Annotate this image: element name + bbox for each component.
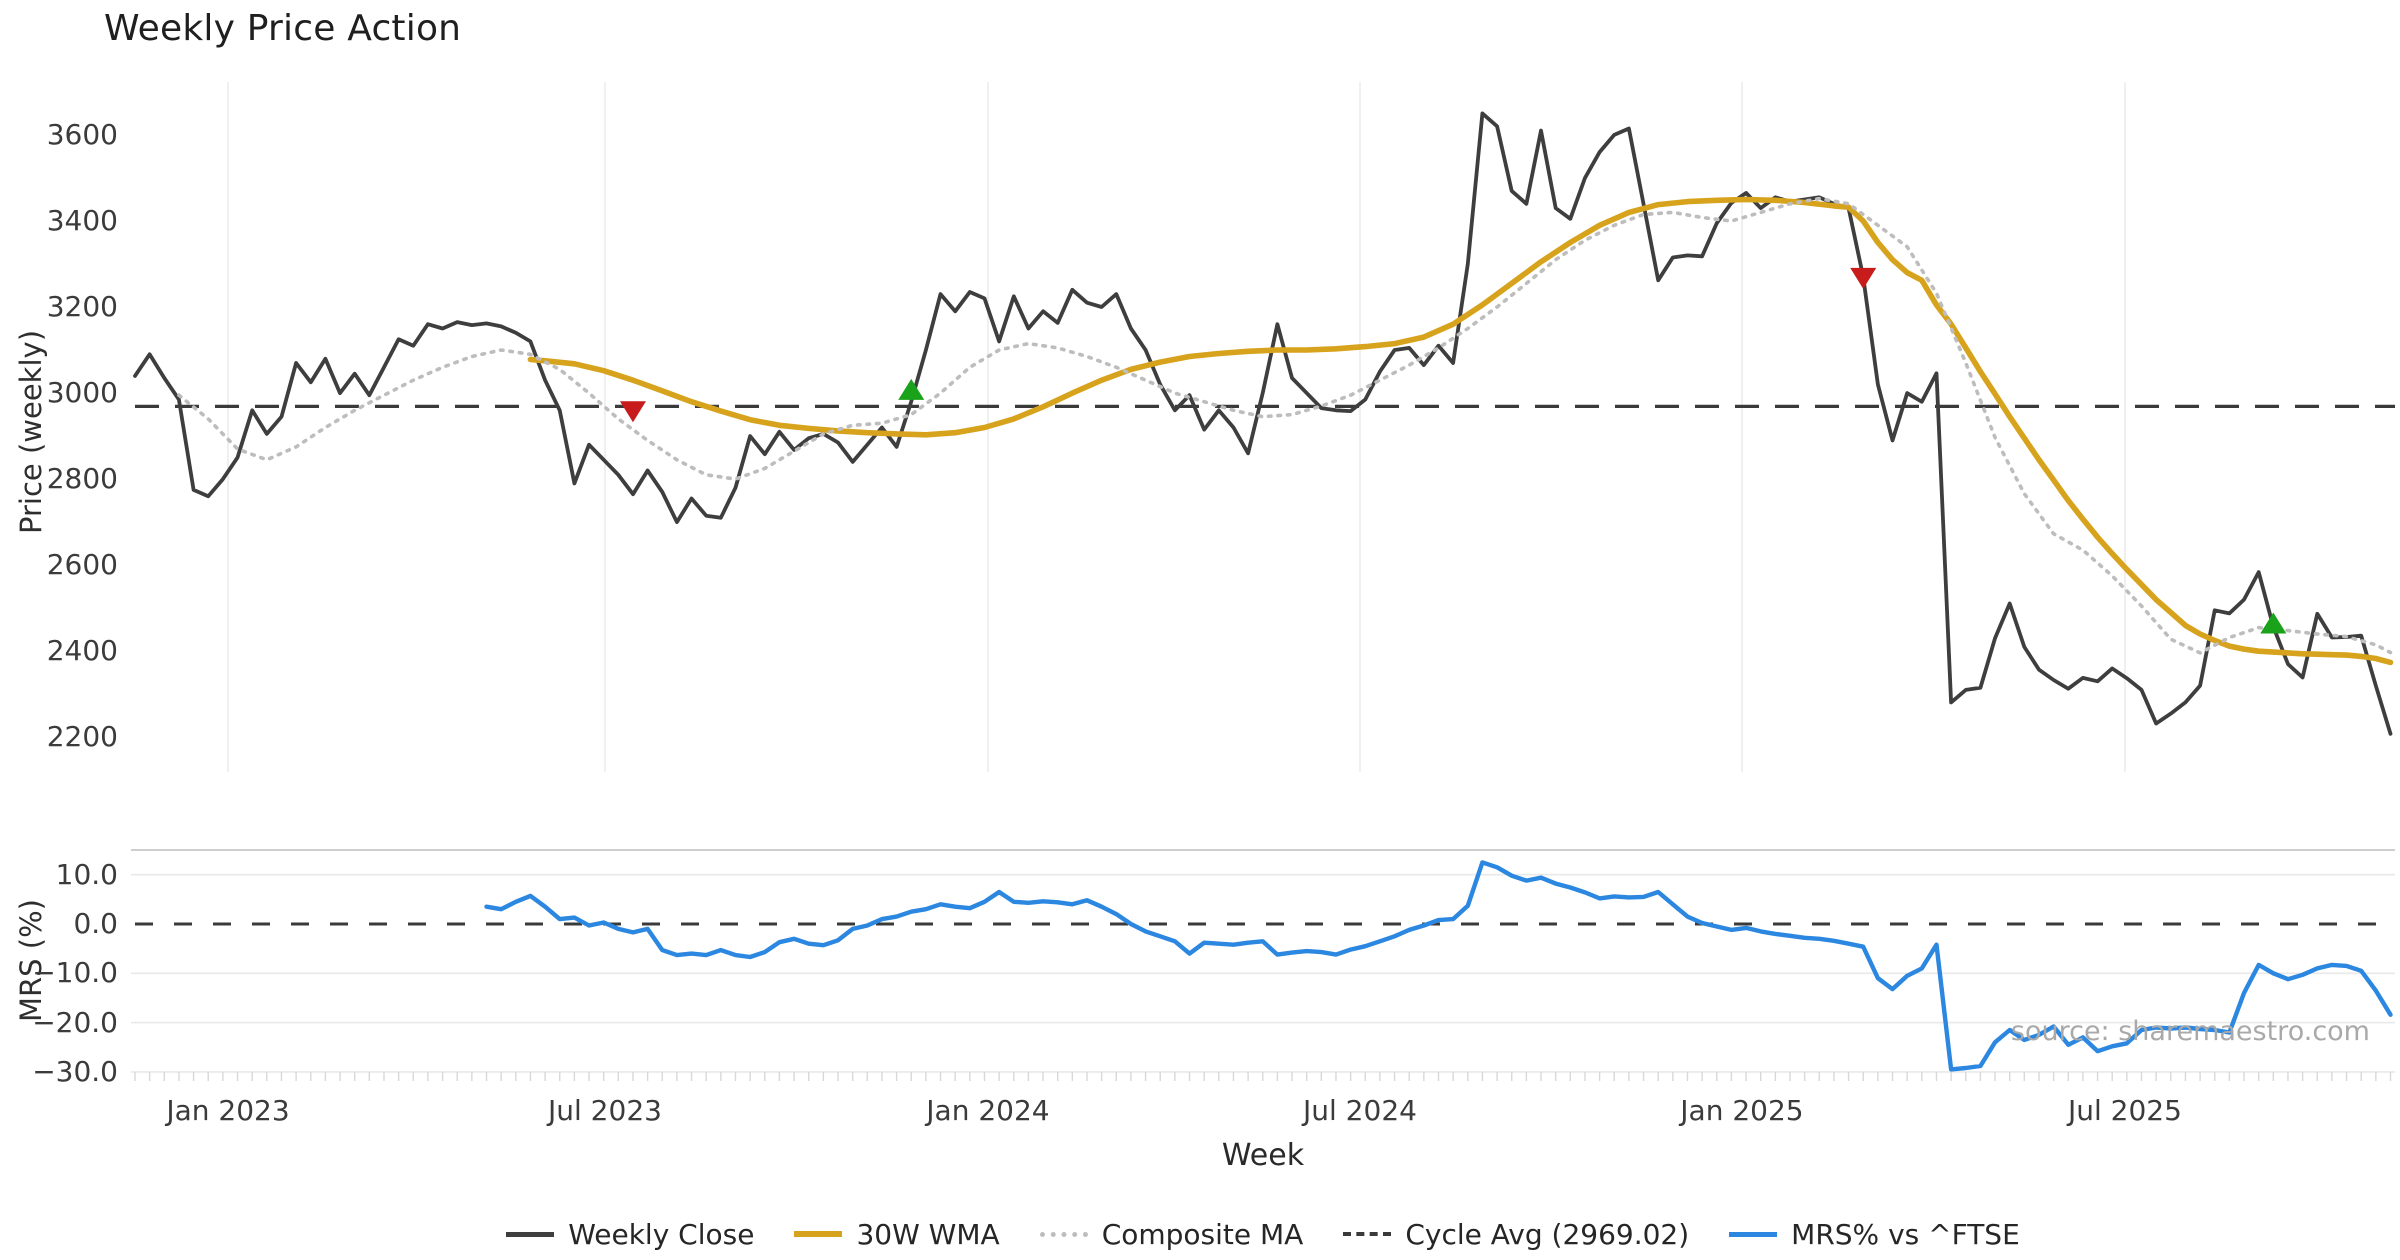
mrs-tick-label: 10.0: [55, 857, 118, 891]
source-watermark: source: sharemaestro.com: [2010, 1016, 2370, 1047]
mrs-tick-label: −10.0: [32, 956, 118, 990]
price-tick-label: 3600: [46, 117, 118, 151]
buy-signal-marker: [898, 378, 925, 400]
legend-label: MRS% vs ^FTSE: [1791, 1217, 2020, 1251]
legend-item: 30W WMA: [794, 1217, 1000, 1251]
legend-item: MRS% vs ^FTSE: [1729, 1218, 2020, 1251]
mrs-tick-label: 0.0: [73, 907, 118, 940]
composite-ma-line: [177, 196, 2393, 655]
legend-label: Weekly Close: [568, 1217, 755, 1251]
mrs-tick-label: −30.0: [32, 1054, 118, 1088]
x-tick-label: Jul 2023: [548, 1094, 662, 1127]
price-tick-label: 2800: [46, 462, 118, 496]
legend-swatch: [1039, 1231, 1088, 1237]
x-tick-label: Jul 2025: [2067, 1094, 2182, 1127]
x-tick-label: Jul 2024: [1303, 1094, 1417, 1127]
price-tick-label: 3000: [46, 376, 118, 410]
legend-item: Weekly Close: [506, 1218, 754, 1251]
legend-label: Composite MA: [1101, 1217, 1304, 1251]
price-tick-label: 2600: [46, 548, 118, 582]
legend-swatch: [1343, 1232, 1392, 1236]
x-tick-label: Jan 2025: [1680, 1094, 1804, 1127]
page-title: Weekly Price Action: [104, 8, 462, 49]
x-tick-label: Jan 2024: [926, 1094, 1050, 1127]
legend-label: Cycle Avg (2969.02): [1405, 1217, 1690, 1251]
legend-item: Composite MA: [1039, 1217, 1304, 1251]
legend-swatch: [794, 1231, 843, 1237]
price-tick-label: 3400: [46, 203, 118, 237]
x-tick-label: Jan 2023: [166, 1094, 290, 1127]
legend-swatch: [1729, 1231, 1778, 1237]
sell-signal-marker: [619, 401, 646, 423]
legend-label: 30W WMA: [856, 1217, 1000, 1251]
legend-swatch: [506, 1231, 555, 1237]
x-axis-label: Week: [1221, 1138, 1305, 1173]
price-axis-label: Price (weekly): [14, 329, 48, 534]
buy-signal-marker: [2260, 612, 2287, 634]
price-tick-label: 3200: [46, 290, 118, 324]
legend-item: Cycle Avg (2969.02): [1343, 1218, 1689, 1251]
mrs-line: [484, 860, 2393, 1072]
weekly-close-line: [133, 111, 2393, 736]
sell-signal-marker: [1850, 267, 1877, 289]
legend: Weekly Close 30W WMA Composite MA Cycle Avg…: [135, 1214, 2391, 1254]
price-tick-label: 2400: [46, 634, 118, 668]
mrs-tick-label: −20.0: [32, 1005, 118, 1039]
price-tick-label: 2200: [46, 720, 118, 754]
wma-line: [527, 196, 2394, 666]
